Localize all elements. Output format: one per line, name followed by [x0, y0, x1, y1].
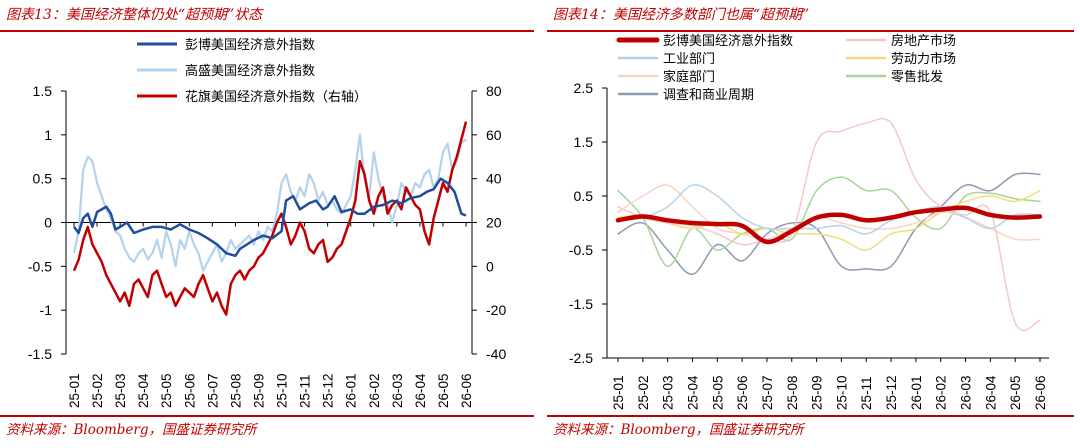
- x-tick-label: 25-01: [67, 373, 82, 408]
- x-tick-label: 25-05: [159, 373, 174, 408]
- source-rule-left: [0, 415, 534, 417]
- x-tick-label: 25-10: [275, 373, 290, 408]
- y2-tick-label: 60: [486, 127, 502, 143]
- source-rule-right: [547, 415, 1074, 417]
- legend-label: 花旗美国经济意外指数（右轴）: [185, 89, 367, 105]
- x-tick-label: 26-04: [413, 373, 428, 408]
- x-tick-label: 25-12: [321, 373, 336, 408]
- series-line-2: [617, 184, 1041, 235]
- y2-tick-label: -20: [486, 302, 506, 318]
- title-rule-left: [0, 30, 534, 32]
- chart-title-left: 图表13：美国经济整体仍处“超预期”状态: [6, 7, 263, 23]
- x-tick-label: 26-05: [436, 373, 451, 408]
- x-tick-label: 26-06: [1033, 375, 1048, 410]
- x-tick-label: 25-08: [228, 373, 243, 408]
- x-tick-label: 25-11: [859, 376, 874, 410]
- series-line-0: [615, 205, 1043, 245]
- legend-label: 劳动力市场: [891, 51, 956, 67]
- series-line-2: [72, 121, 468, 316]
- x-tick-label: 26-04: [983, 375, 998, 410]
- x-tick-label: 26-03: [959, 375, 974, 410]
- y-tick-label: -0.5: [569, 242, 593, 258]
- y-tick-label: 2.5: [574, 80, 594, 96]
- source-note-left: 资料来源：Bloomberg，国盛证券研究所: [6, 422, 257, 438]
- y2-tick-label: 80: [486, 83, 502, 99]
- legend-label: 调查和商业周期: [663, 88, 754, 103]
- x-tick-label: 26-05: [1008, 375, 1023, 410]
- legend-label: 高盛美国经济意外指数: [185, 63, 315, 79]
- legend-label: 工业部门: [663, 52, 715, 67]
- legend-label: 零售批发: [891, 69, 943, 85]
- x-tick-label: 25-04: [136, 373, 151, 408]
- x-tick-label: 25-01: [611, 375, 626, 410]
- y2-tick-label: 40: [486, 171, 502, 187]
- y2-tick-label: 20: [486, 215, 502, 231]
- x-tick-label: 26-01: [344, 373, 359, 408]
- y-tick-label: 1: [44, 127, 52, 143]
- x-tick-label: 25-12: [884, 375, 899, 410]
- x-tick-label: 25-09: [810, 375, 825, 410]
- series-line-5: [617, 176, 1041, 267]
- right-chart-panel: 图表14：美国经济多数部门也属“超预期” -2.5 -1.5 -0.5 0.5 1.5 2…: [547, 0, 1080, 448]
- title-rule-right: [547, 30, 1074, 32]
- chart-title-right: 图表14：美国经济多数部门也属“超预期”: [553, 7, 810, 23]
- y-tick-label: 0.5: [33, 171, 53, 187]
- x-tick-label: 25-06: [735, 375, 750, 410]
- x-tick-label: 25-09: [251, 373, 266, 408]
- y-tick-label: -1.5: [28, 346, 52, 362]
- x-tick-label: 26-02: [934, 375, 949, 410]
- x-tick-label: 25-08: [785, 375, 800, 410]
- legend-label: 房地产市场: [891, 33, 956, 49]
- y-tick-label: -0.5: [28, 258, 52, 274]
- x-tick-label: 25-05: [710, 375, 725, 410]
- legend-label: 彭博美国经济意外指数: [185, 37, 315, 53]
- x-tick-label: 25-10: [834, 375, 849, 410]
- x-tick-label: 25-03: [113, 373, 128, 408]
- x-tick-label: 25-02: [90, 373, 105, 408]
- series-line-0: [73, 177, 467, 258]
- us-surprise-index-chart: -1.5 -1 -0.5 0 0.5 1 1.5 -40 -20 0 20 40 60 80 25-01 25…: [28, 37, 507, 408]
- y-tick-label: 1.5: [574, 134, 594, 150]
- y2-tick-label: -40: [486, 346, 506, 362]
- x-tick-label: 25-02: [636, 375, 651, 410]
- x-tick-label: 25-06: [182, 373, 197, 408]
- y-tick-label: 0: [44, 215, 52, 231]
- y-tick-label: -1: [40, 302, 53, 318]
- legend-label: 彭博美国经济意外指数: [663, 33, 793, 49]
- x-tick-label: 25-07: [760, 375, 775, 410]
- series-line-3: [617, 189, 1041, 251]
- y-tick-label: 1.5: [33, 83, 53, 99]
- x-tick-label: 26-01: [909, 375, 924, 410]
- x-tick-label: 25-11: [298, 374, 313, 408]
- source-note-right: 资料来源：Bloomberg，国盛证券研究所: [553, 422, 804, 438]
- x-tick-label: 25-03: [661, 375, 676, 410]
- us-sector-surprise-chart: -2.5 -1.5 -0.5 0.5 1.5 2.5 25-01 25-02 25-03 25-0…: [569, 33, 1049, 410]
- x-tick-label: 25-07: [205, 373, 220, 408]
- y-tick-label: 0.5: [574, 188, 594, 204]
- y-tick-label: -1.5: [569, 296, 593, 312]
- x-tick-label: 26-02: [367, 373, 382, 408]
- x-tick-label: 25-04: [685, 375, 700, 410]
- series-line-1: [72, 133, 467, 272]
- y-tick-label: -2.5: [569, 350, 593, 366]
- y2-tick-label: 0: [486, 258, 494, 274]
- x-tick-label: 26-03: [390, 373, 405, 408]
- x-tick-label: 26-06: [459, 373, 474, 408]
- left-chart-panel: 图表13：美国经济整体仍处“超预期”状态 -1.5 -1 -0.5 0 0.5 1 1.5-…: [0, 7, 534, 438]
- series-line-6: [617, 172, 1041, 276]
- legend-label: 家庭部门: [663, 69, 715, 85]
